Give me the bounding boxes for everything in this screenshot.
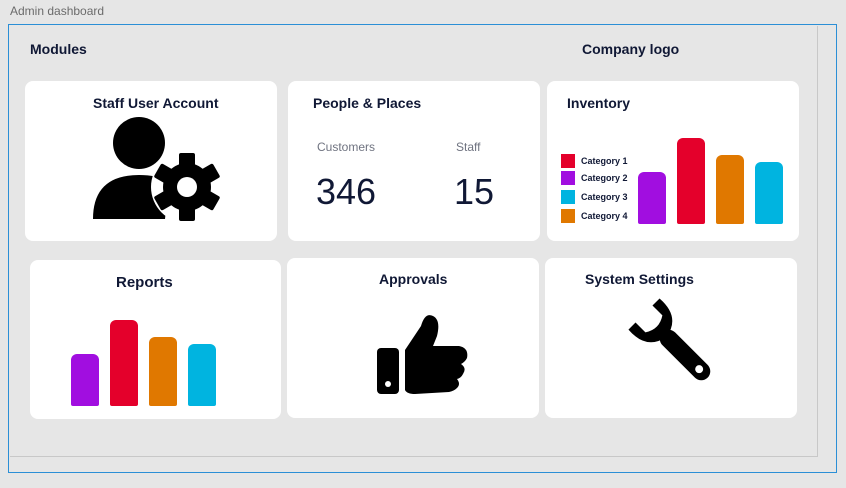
dashboard-inner-border (10, 26, 818, 457)
window-title: Admin dashboard (10, 4, 105, 18)
staff-label: Staff (456, 140, 481, 154)
staff-user-account-title: Staff User Account (93, 95, 219, 111)
category-3-swatch (561, 190, 575, 204)
system-settings-card[interactable]: System Settings (545, 258, 797, 418)
bar-category-3 (188, 344, 216, 406)
system-settings-title: System Settings (585, 271, 694, 287)
staff-user-account-card[interactable]: Staff User Account (25, 81, 277, 241)
legend-label: Category 2 (581, 173, 628, 183)
customers-count: 346 (316, 171, 377, 212)
staff-count: 15 (454, 171, 495, 212)
bar-category-3 (755, 162, 783, 224)
category-4-swatch (561, 209, 575, 223)
legend-category-4: Category 4 (561, 209, 628, 223)
legend-category-2: Category 2 (561, 171, 628, 185)
legend-category-3: Category 3 (561, 190, 628, 204)
bar-category-1 (677, 138, 705, 224)
thumbs-up-icon (377, 315, 468, 394)
legend-label: Category 1 (581, 156, 628, 166)
people-places-title: People & Places (313, 95, 422, 111)
inventory-title: Inventory (567, 95, 631, 111)
bar-category-4 (716, 155, 744, 224)
bar-category-4 (149, 337, 177, 406)
bar-category-2 (71, 354, 99, 406)
category-1-swatch (561, 154, 575, 168)
customers-label: Customers (317, 140, 376, 154)
inventory-card[interactable]: Inventory Category 1 Category 2 Category… (547, 81, 799, 241)
company-logo-placeholder: Company logo (582, 41, 680, 57)
wrench-icon (628, 298, 711, 381)
modules-heading: Modules (30, 41, 87, 57)
reports-title: Reports (116, 274, 173, 291)
legend-label: Category 3 (581, 192, 628, 202)
dashboard-frame (8, 24, 837, 473)
category-2-swatch (561, 171, 575, 185)
approvals-title: Approvals (379, 271, 448, 287)
reports-card[interactable]: Reports (30, 260, 281, 419)
legend-label: Category 4 (581, 211, 628, 221)
bar-category-2 (638, 172, 666, 224)
approvals-card[interactable]: Approvals (287, 258, 539, 418)
user-gear-icon (93, 117, 223, 223)
legend-category-1: Category 1 (561, 154, 628, 168)
people-places-card[interactable]: People & Places Customers 346 Staff 15 (288, 81, 540, 241)
bar-category-1 (110, 320, 138, 406)
